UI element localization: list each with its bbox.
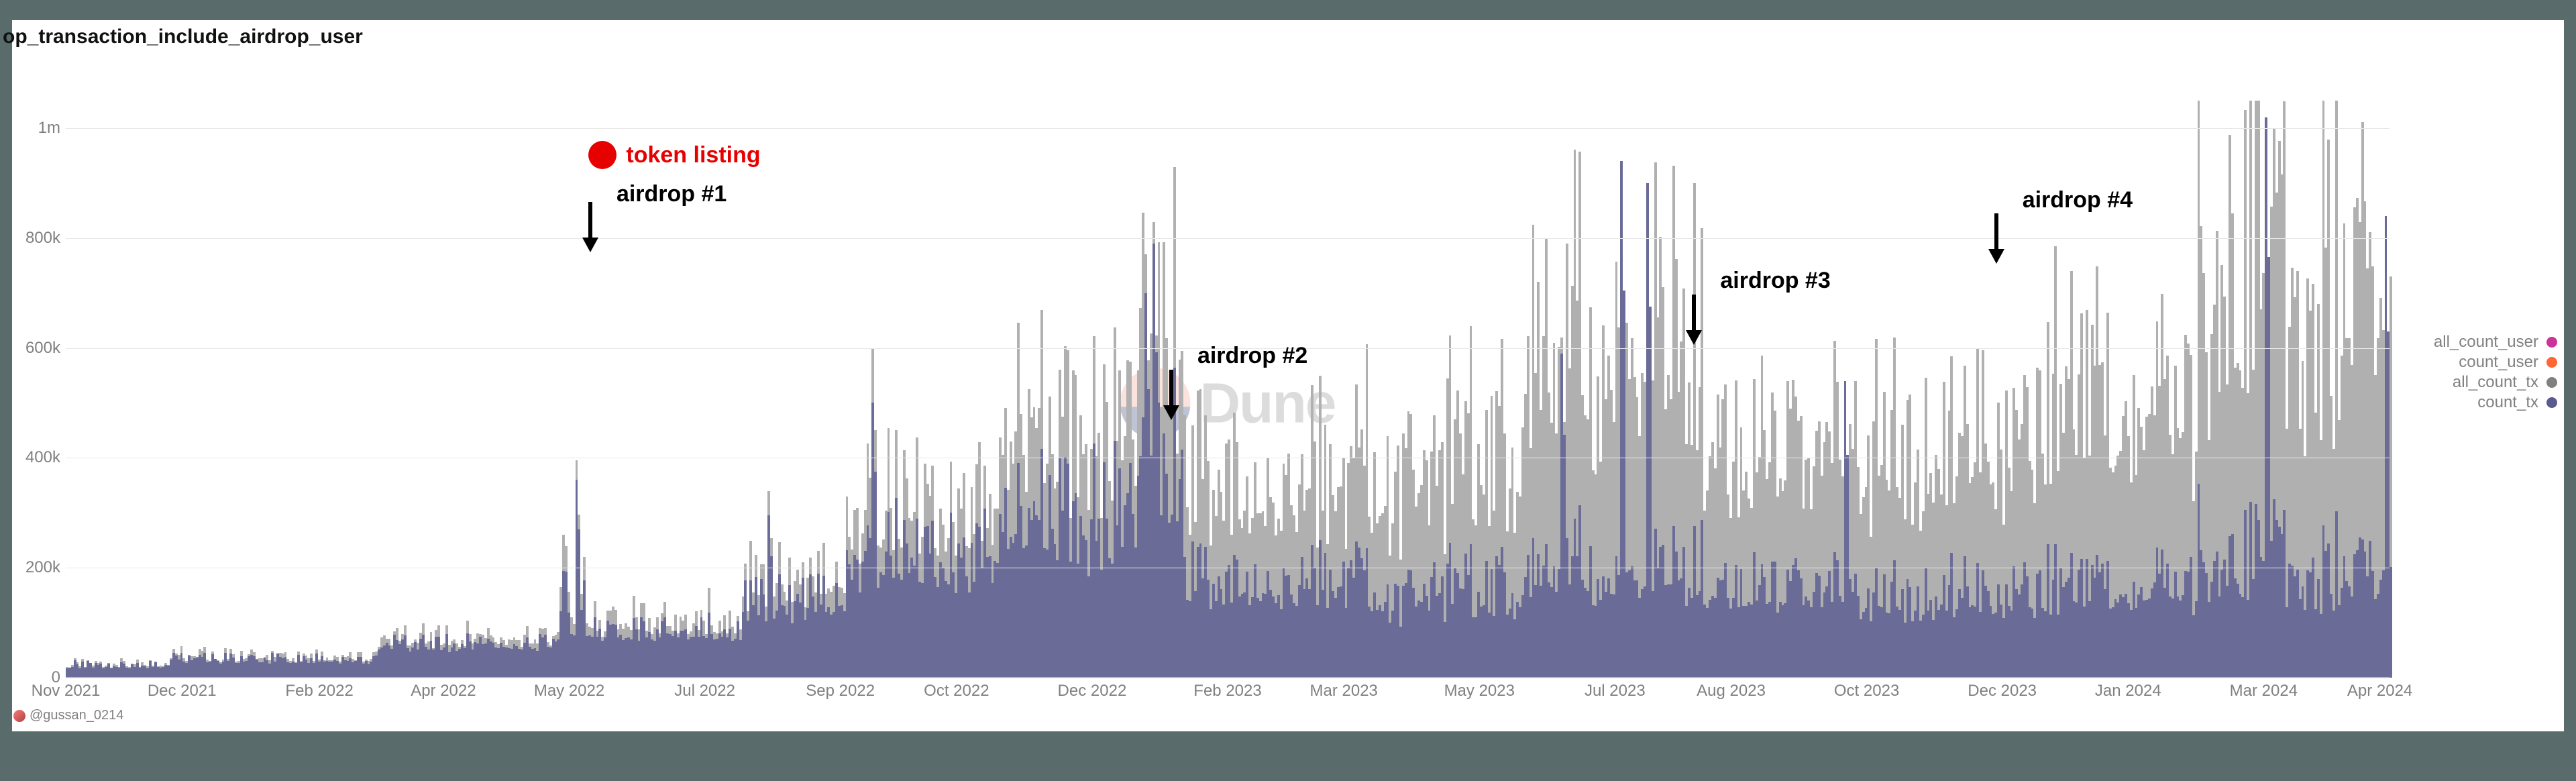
x-tick-label: Nov 2021 <box>32 682 101 700</box>
legend-item: count_user <box>2396 353 2557 372</box>
red-dot-icon <box>588 141 616 169</box>
x-tick-label: Apr 2024 <box>2347 682 2412 700</box>
legend-swatch-icon <box>2546 337 2557 348</box>
x-tick-label: Feb 2022 <box>285 682 353 700</box>
x-axis-line <box>66 677 2390 678</box>
chart-card: op_transaction_include_airdrop_user 0200… <box>12 20 2564 731</box>
token-listing-label: token listing <box>626 142 760 168</box>
y-tick-label: 200k <box>25 558 60 577</box>
legend-item: all_count_user <box>2396 333 2557 352</box>
bar-count-tx <box>2390 567 2392 678</box>
x-tick-label: Jul 2022 <box>674 682 735 700</box>
airdrop-annotation: airdrop #1 <box>616 181 727 207</box>
x-tick-label: Mar 2024 <box>2230 682 2298 700</box>
arrow-down-icon <box>577 199 604 252</box>
arrow-down-icon <box>1158 366 1185 420</box>
arrow-down-icon <box>1680 291 1707 345</box>
attribution-text: @gussan_0214 <box>30 708 123 723</box>
legend-swatch-icon <box>2546 357 2557 368</box>
x-tick-label: Aug 2023 <box>1697 682 1766 700</box>
grid-line <box>66 128 2390 129</box>
x-tick-label: Dec 2021 <box>148 682 217 700</box>
x-tick-label: Dec 2022 <box>1058 682 1127 700</box>
x-tick-label: May 2023 <box>1444 682 1515 700</box>
x-tick-label: Oct 2023 <box>1834 682 1899 700</box>
legend-label: all_count_tx <box>2453 373 2538 392</box>
attribution: @gussan_0214 <box>13 708 123 723</box>
x-tick-label: Jan 2024 <box>2095 682 2161 700</box>
airdrop-annotation: airdrop #2 <box>1197 343 1307 369</box>
airdrop-annotation: airdrop #4 <box>2023 187 2133 213</box>
legend-label: count_tx <box>2477 393 2538 412</box>
y-tick-label: 1m <box>38 119 60 138</box>
chart-wrap: 0200k400k600k800k1m Dune <box>12 20 2564 725</box>
legend-item: count_tx <box>2396 393 2557 412</box>
legend-swatch-icon <box>2546 377 2557 388</box>
x-tick-label: Jul 2023 <box>1585 682 1646 700</box>
y-tick-label: 800k <box>25 229 60 248</box>
x-tick-label: Mar 2023 <box>1309 682 1377 700</box>
y-axis: 0200k400k600k800k1m <box>12 101 64 678</box>
x-tick-label: Dec 2023 <box>1968 682 2037 700</box>
x-tick-label: Sep 2022 <box>806 682 875 700</box>
x-axis: Nov 2021Dec 2021Feb 2022Apr 2022May 2022… <box>66 682 2390 702</box>
legend-label: count_user <box>2459 353 2538 372</box>
legend-label: all_count_user <box>2434 333 2538 352</box>
arrow-down-icon <box>1983 210 2010 264</box>
x-tick-label: Apr 2022 <box>411 682 476 700</box>
x-tick-label: Feb 2023 <box>1193 682 1261 700</box>
x-tick-label: Oct 2022 <box>924 682 989 700</box>
x-tick-label: May 2022 <box>534 682 604 700</box>
y-tick-label: 600k <box>25 339 60 358</box>
attribution-avatar-icon <box>13 710 25 722</box>
y-tick-label: 400k <box>25 448 60 467</box>
airdrop-annotation: airdrop #3 <box>1720 268 1830 294</box>
legend-swatch-icon <box>2546 397 2557 408</box>
legend: all_count_usercount_userall_count_txcoun… <box>2396 331 2557 413</box>
grid-line <box>66 238 2390 239</box>
bar-column <box>2390 101 2392 678</box>
token-listing-annotation: token listing <box>588 141 760 169</box>
legend-item: all_count_tx <box>2396 373 2557 392</box>
